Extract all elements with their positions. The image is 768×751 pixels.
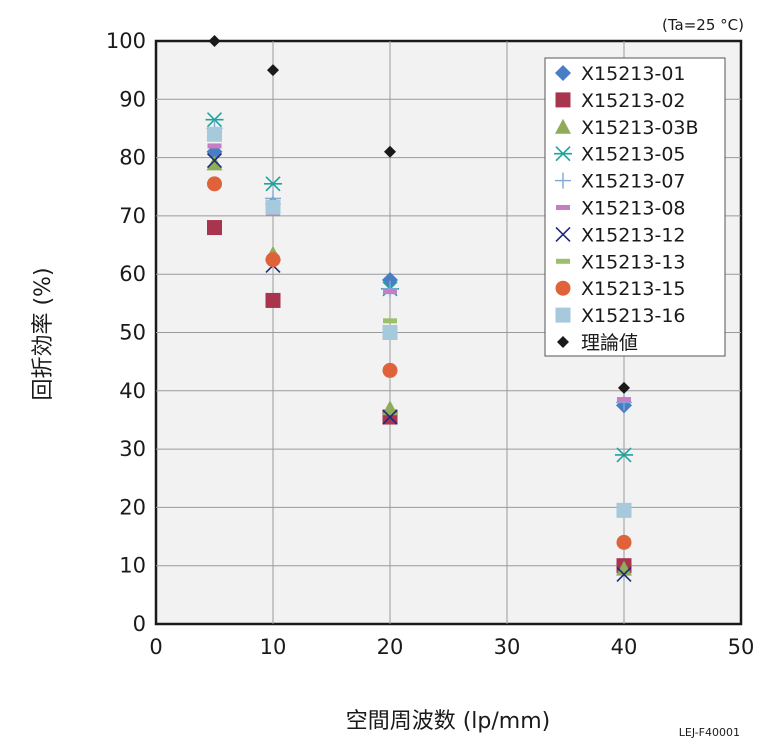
legend-marker [555,118,571,134]
condition-note: (Ta=25 °C) [662,16,744,34]
y-tick-label: 100 [106,29,146,53]
legend-label: X15213-08 [581,198,686,220]
data-point [616,534,632,550]
legend-marker [555,226,571,242]
data-point [382,325,398,340]
x-tick-label: 20 [377,635,404,659]
y-tick-label: 50 [119,321,146,345]
data-point [383,289,397,295]
y-tick-label: 70 [119,204,146,228]
data-point [265,292,281,308]
legend-label: 理論値 [581,332,638,354]
data-point [207,176,222,192]
legend-label: X15213-15 [581,278,686,300]
figure-code: LEJ-F40001 [679,726,740,739]
data-point [617,397,631,403]
x-axis-ticks: 0 10 20 30 40 50 [149,635,754,659]
legend-label: X15213-12 [581,224,686,246]
data-point [616,566,632,583]
data-point [264,176,282,192]
legend-marker [556,258,570,264]
data-point [207,126,222,142]
series-9 [207,176,632,550]
data-points [205,35,633,583]
data-point [265,199,281,215]
data-point [616,502,632,518]
y-tick-label: 60 [119,262,146,286]
y-tick-label: 80 [119,146,146,170]
x-axis-label: 空間周波数 (lp/mm) [346,709,551,734]
data-point [616,560,632,576]
data-point [207,143,222,149]
y-tick-label: 90 [119,87,146,111]
x-tick-label: 40 [611,635,638,659]
data-point [265,252,281,268]
legend-marker [556,205,570,210]
x-tick-label: 0 [149,635,162,659]
legend-label: X15213-01 [581,63,686,85]
series-10 [207,126,632,518]
legend-label: X15213-16 [581,305,686,327]
legend-marker [555,280,571,296]
data-point [382,400,398,416]
y-tick-label: 40 [119,379,146,403]
series-11 [208,35,630,394]
data-point [267,64,279,77]
legend-label: X15213-05 [581,144,686,166]
data-point [615,447,633,463]
legend-box [544,57,726,357]
legend-marker [555,65,571,81]
legend-marker [555,307,571,323]
legend-label: X15213-02 [581,90,686,112]
data-point [383,318,397,324]
legend-label: X15213-07 [581,171,686,193]
data-point [208,35,221,47]
legend: X15213-01 X15213-02 X15213-03B X15213-05 X15… [544,57,726,357]
data-point [205,112,224,128]
x-tick-label: 50 [728,635,755,659]
legend-marker [557,336,569,348]
data-point [382,409,398,425]
data-point [618,381,630,394]
data-point [207,220,222,236]
legend-marker [555,92,571,108]
y-tick-label: 10 [119,554,146,578]
data-point [206,152,223,169]
x-tick-label: 30 [494,635,521,659]
y-tick-label: 30 [119,437,146,461]
y-tick-label: 0 [133,612,146,636]
legend-marker [555,172,571,189]
y-axis-ticks: 0 10 20 30 40 50 60 70 80 90 100 [106,29,146,636]
legend-marker [554,146,572,162]
data-point [384,145,396,158]
y-tick-label: 20 [119,495,146,519]
legend-label: X15213-13 [581,251,686,273]
legend-label: X15213-03B [581,117,699,139]
x-tick-label: 10 [260,635,287,659]
y-axis-label: 回折効率 (%) [31,267,56,400]
data-point [382,362,398,378]
data-point [206,155,223,171]
